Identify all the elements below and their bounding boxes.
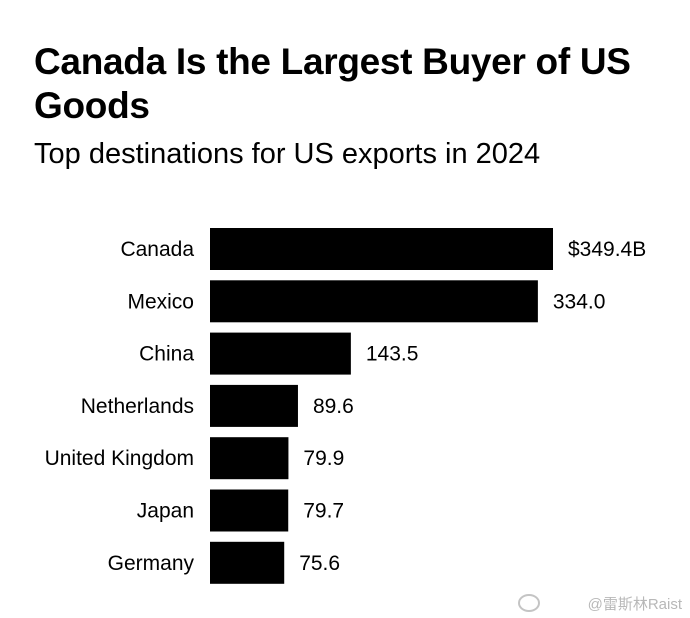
category-label-mexico: Mexico [127,290,194,313]
category-label-netherlands: Netherlands [81,395,194,418]
chart-title: Canada Is the Largest Buyer of US Goods [34,41,631,126]
bar-china [210,332,351,375]
value-label-united-kingdom: 79.9 [303,447,344,470]
value-label-netherlands: 89.6 [313,395,354,418]
bar-mexico [210,280,538,323]
bar-japan [210,489,289,532]
value-label-mexico: 334.0 [553,290,606,313]
category-label-united-kingdom: United Kingdom [45,447,194,470]
category-label-china: China [139,343,194,366]
bar-united-kingdom [210,437,289,480]
value-label-china: 143.5 [366,343,419,366]
chart-subtitle: Top destinations for US exports in 2024 [34,138,541,170]
category-label-japan: Japan [137,500,194,523]
category-label-canada: Canada [120,238,194,261]
value-label-germany: 75.6 [299,552,340,575]
watermark: @雷斯林Raist [587,596,682,613]
bar-canada [210,228,553,270]
weibo-icon [518,594,540,612]
bar-germany [210,541,285,584]
bar-netherlands [210,384,298,427]
category-label-germany: Germany [108,552,195,575]
value-label-japan: 79.7 [303,500,344,523]
value-label-canada: $349.4B [568,238,646,261]
